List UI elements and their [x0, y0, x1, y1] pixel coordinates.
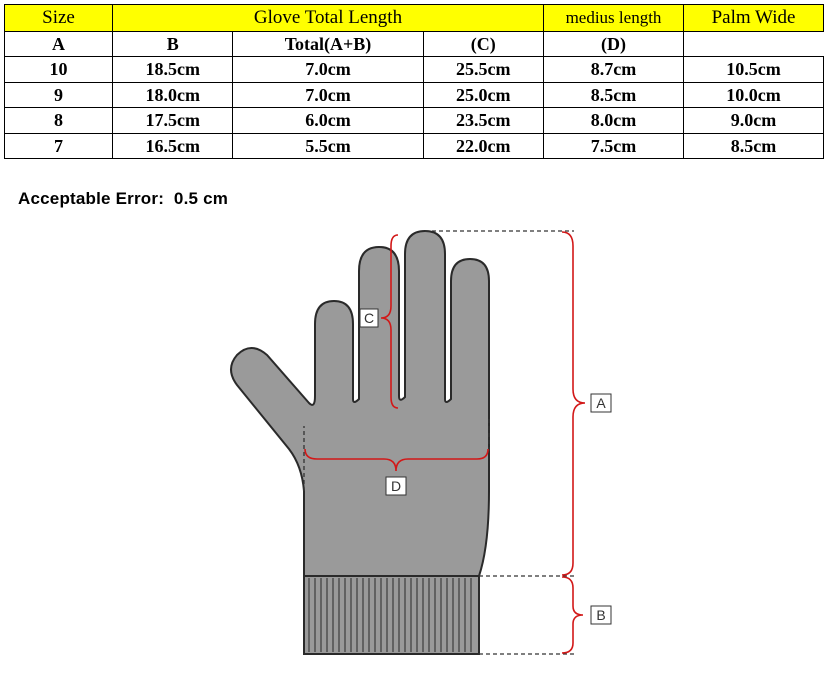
cell-b: 5.5cm: [233, 133, 423, 159]
cell-size: 9: [5, 82, 113, 108]
table-body: A B Total(A+B) (C) (D) 10 18.5cm 7.0cm 2…: [5, 31, 824, 159]
header-medius: medius length: [544, 5, 684, 32]
label-c: C: [364, 310, 374, 326]
cell-total: 23.5cm: [423, 108, 543, 134]
note-label: Acceptable Error:: [18, 189, 164, 208]
cell-total: 25.5cm: [423, 57, 543, 83]
cell-a: 16.5cm: [113, 133, 233, 159]
header-size: Size: [5, 5, 113, 32]
glove-diagram: C D A B: [159, 191, 669, 681]
table-row: 7 16.5cm 5.5cm 22.0cm 7.5cm 8.5cm: [5, 133, 824, 159]
cell-a: 18.5cm: [113, 57, 233, 83]
measure-a: A: [562, 232, 611, 575]
subheader-b: B: [113, 31, 233, 57]
cell-total: 25.0cm: [423, 82, 543, 108]
header-row-1: Size Glove Total Length medius length Pa…: [5, 5, 824, 32]
cell-c: 8.5cm: [544, 82, 684, 108]
subheader-a: A: [5, 31, 113, 57]
cell-a: 17.5cm: [113, 108, 233, 134]
label-d: D: [391, 478, 401, 494]
cell-d: 10.0cm: [684, 82, 824, 108]
table-row: 10 18.5cm 7.0cm 25.5cm 8.7cm 10.5cm: [5, 57, 824, 83]
cell-c: 8.0cm: [544, 108, 684, 134]
subheader-d: (D): [544, 31, 684, 57]
cell-b: 6.0cm: [233, 108, 423, 134]
cell-b: 7.0cm: [233, 57, 423, 83]
cell-c: 7.5cm: [544, 133, 684, 159]
cell-size: 7: [5, 133, 113, 159]
cell-size: 8: [5, 108, 113, 134]
cell-b: 7.0cm: [233, 82, 423, 108]
cell-a: 18.0cm: [113, 82, 233, 108]
header-palm: Palm Wide: [684, 5, 824, 32]
cell-d: 10.5cm: [684, 57, 824, 83]
label-b: B: [596, 607, 605, 623]
table-row: 9 18.0cm 7.0cm 25.0cm 8.5cm 10.0cm: [5, 82, 824, 108]
label-a: A: [596, 395, 606, 411]
cell-d: 9.0cm: [684, 108, 824, 134]
cell-d: 8.5cm: [684, 133, 824, 159]
table-row: 8 17.5cm 6.0cm 23.5cm 8.0cm 9.0cm: [5, 108, 824, 134]
subheader-total: Total(A+B): [233, 31, 423, 57]
size-table: Size Glove Total Length medius length Pa…: [4, 4, 824, 159]
glove-shape: [231, 231, 489, 576]
cell-size: 10: [5, 57, 113, 83]
glove-diagram-wrap: C D A B: [4, 191, 824, 686]
measure-b: B: [562, 577, 611, 653]
cell-c: 8.7cm: [544, 57, 684, 83]
cell-total: 22.0cm: [423, 133, 543, 159]
subheader-row: A B Total(A+B) (C) (D): [5, 31, 824, 57]
header-total-length: Glove Total Length: [113, 5, 544, 32]
subheader-c: (C): [423, 31, 543, 57]
